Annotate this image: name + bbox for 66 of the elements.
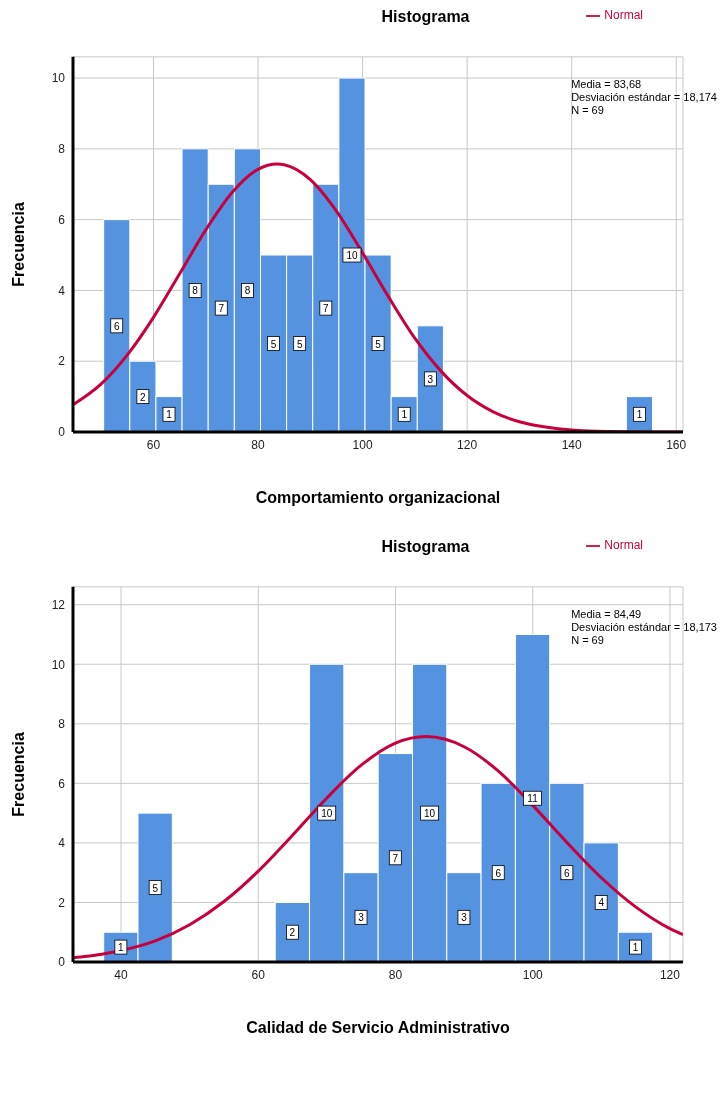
y-tick-label: 0 [58, 425, 66, 440]
data-label: 5 [375, 338, 382, 350]
data-label: 3 [461, 912, 468, 924]
x-tick-label: 120 [659, 967, 681, 982]
data-label: 1 [166, 409, 173, 421]
legend-label: Normal [604, 8, 643, 22]
x-axis-title: Calidad de Servicio Administrativo [246, 1019, 510, 1037]
data-label: 5 [152, 882, 159, 894]
annotation: N = 69 [571, 104, 605, 117]
x-axis-title: Comportamiento organizacional [255, 489, 501, 507]
y-tick-label: 8 [58, 142, 66, 157]
data-label: 8 [192, 285, 199, 297]
data-label: 1 [401, 409, 408, 421]
data-label: 7 [323, 303, 330, 315]
data-label: 1 [632, 942, 639, 954]
x-tick-label: 100 [352, 437, 373, 452]
y-tick-label: 10 [51, 71, 66, 86]
y-tick-label: 4 [58, 836, 66, 851]
x-tick-label: 80 [388, 967, 403, 982]
x-tick-label: 60 [146, 437, 161, 452]
data-label: 7 [392, 852, 399, 864]
data-label: 6 [113, 320, 120, 332]
y-tick-label: 6 [58, 212, 66, 227]
x-tick-label: 40 [114, 967, 129, 982]
y-tick-label: 6 [58, 776, 66, 791]
y-tick-label: 2 [58, 895, 66, 910]
annotation: N = 69 [571, 634, 605, 647]
x-tick-label: 80 [251, 437, 266, 452]
annotation: Desviación estándar = 18,173 [571, 621, 717, 634]
data-label: 10 [424, 808, 436, 820]
y-tick-label: 12 [51, 597, 66, 612]
y-tick-label: 2 [58, 354, 66, 369]
data-label: 3 [358, 912, 365, 924]
data-label: 7 [218, 303, 225, 315]
y-tick-label: 8 [58, 717, 66, 732]
y-axis-title: Frecuencia [9, 202, 27, 287]
data-label: 10 [321, 808, 333, 820]
data-label: 2 [140, 391, 147, 403]
data-label: 6 [495, 867, 502, 879]
data-label: 3 [427, 373, 434, 385]
x-tick-label: 120 [457, 437, 478, 452]
data-label: 1 [118, 942, 125, 954]
x-tick-label: 160 [666, 437, 687, 452]
y-tick-label: 4 [58, 283, 66, 298]
data-label: 5 [270, 338, 277, 350]
data-label: 10 [346, 250, 358, 262]
x-tick-label: 100 [522, 967, 544, 982]
x-tick-label: 60 [251, 967, 266, 982]
data-label: 8 [244, 285, 251, 297]
chart-title: Histograma [381, 8, 470, 25]
annotation: Desviación estándar = 18,174 [571, 91, 717, 104]
legend-label: Normal [604, 538, 643, 552]
annotation: Media = 83,68 [571, 78, 643, 91]
data-label: 11 [527, 793, 539, 805]
data-label: 2 [289, 927, 296, 939]
line-series [73, 735, 683, 960]
data-label: 5 [296, 338, 303, 350]
x-tick-label: 140 [561, 437, 582, 452]
y-axis-title: Frecuencia [9, 732, 27, 817]
chart-title: Histograma [381, 538, 470, 555]
annotation: Media = 84,49 [571, 608, 643, 621]
data-label: 6 [564, 867, 571, 879]
data-label: 1 [636, 409, 643, 421]
data-label: 4 [598, 897, 605, 909]
y-tick-label: 0 [58, 955, 66, 970]
y-tick-label: 10 [51, 657, 66, 672]
